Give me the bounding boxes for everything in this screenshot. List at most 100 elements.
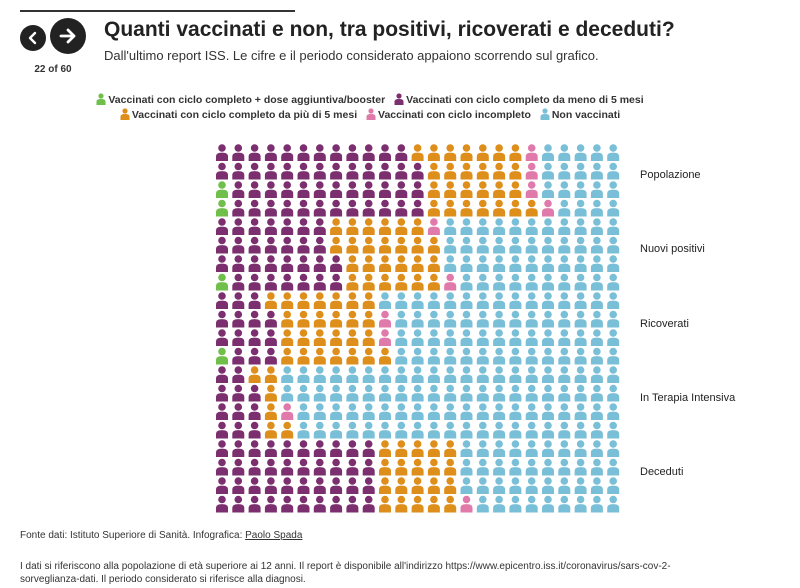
waffle-icon [509,292,522,309]
waffle-icon [590,236,603,254]
waffle-icon [395,440,408,457]
waffle-icon [232,273,245,291]
waffle-icon [427,440,440,457]
waffle-icon [509,218,522,235]
waffle-icon [476,477,489,494]
waffle-icon [574,366,587,383]
next-button[interactable] [50,18,86,54]
waffle-icon [525,421,538,439]
waffle-icon [509,144,522,161]
previous-button[interactable] [20,25,46,51]
waffle-icon [379,366,391,383]
waffle-icon [379,292,391,309]
waffle-icon [427,181,440,198]
waffle-icon [264,236,277,254]
legend-item-recent: Vaccinati con ciclo completo da meno di … [394,93,644,106]
waffle-icon [281,310,294,328]
waffle-icon [232,495,245,513]
legend-item-old: Vaccinati con ciclo completo da più di 5… [120,108,357,121]
waffle-icon [281,440,294,457]
waffle-icon [590,458,603,476]
waffle-icon [216,477,228,494]
waffle-icon [542,273,554,291]
waffle-icon [395,255,408,272]
waffle-icon [493,477,506,494]
waffle-icon [542,310,554,328]
waffle-icon [346,144,359,161]
waffle-icon [590,403,603,420]
waffle-icon [297,255,310,272]
arrow-left-icon [28,31,37,45]
waffle-icon [509,162,522,180]
waffle-icon [558,421,571,439]
waffle-icon [281,384,294,402]
waffle-icon [542,199,554,217]
waffle-icon [281,421,294,439]
waffle-icon [362,292,375,309]
waffle-icon [493,236,506,254]
waffle-icon [558,310,571,328]
author-link[interactable]: Paolo Spada [245,530,303,541]
waffle-icon [476,384,489,402]
waffle-icon [411,347,424,365]
waffle-icon [558,236,571,254]
waffle-icon [493,329,506,346]
waffle-icon [313,292,326,309]
waffle-icon [362,181,375,198]
waffle-icon [281,236,294,254]
waffle-icon [607,347,620,365]
waffle-icon [313,144,326,161]
waffle-icon [281,255,294,272]
waffle-icon [248,292,261,309]
waffle-icon [542,236,554,254]
person-icon [120,108,130,120]
row-label-popolazione: Popolazione [640,169,701,181]
waffle-icon [607,162,620,180]
waffle-icon [493,366,506,383]
waffle-icon [330,273,343,291]
waffle-icon [411,495,424,513]
waffle-icon [411,403,424,420]
waffle-icon [362,458,375,476]
waffle-icon [216,421,228,439]
row-label-terapia-intensiva: In Terapia Intensiva [640,392,736,404]
waffle-icon [525,477,538,494]
waffle-icon [232,218,245,235]
waffle-icon [232,236,245,254]
waffle-icon [248,273,261,291]
waffle-icon [427,403,440,420]
waffle-icon [232,162,245,180]
waffle-icon [427,292,440,309]
waffle-icon [509,495,522,513]
legend-item-incomplete: Vaccinati con ciclo incompleto [366,108,531,121]
waffle-icon [232,144,245,161]
waffle-icon [525,347,538,365]
waffle-icon [558,384,571,402]
waffle-icon [362,366,375,383]
waffle-icon [411,458,424,476]
waffle-icon [607,273,620,291]
waffle-icon [427,144,440,161]
waffle-icon [574,458,587,476]
waffle-icon [411,236,424,254]
waffle-icon [558,366,571,383]
waffle-icon [590,144,603,161]
waffle-icon [493,347,506,365]
waffle-icon [216,144,228,161]
waffle-icon [232,292,245,309]
waffle-icon [346,236,359,254]
waffle-icon [574,384,587,402]
waffle-icon [607,421,620,439]
waffle-icon [362,477,375,494]
waffle-icon [590,310,603,328]
waffle-icon [444,273,457,291]
waffle-icon [346,495,359,513]
waffle-icon [281,144,294,161]
waffle-icon [362,144,375,161]
waffle-icon [525,458,538,476]
waffle-icon [590,384,603,402]
waffle-icon [558,495,571,513]
waffle-icon [330,403,343,420]
source-credit: Fonte dati: Istituto Superiore di Sanità… [20,530,303,541]
waffle-icon [493,495,506,513]
